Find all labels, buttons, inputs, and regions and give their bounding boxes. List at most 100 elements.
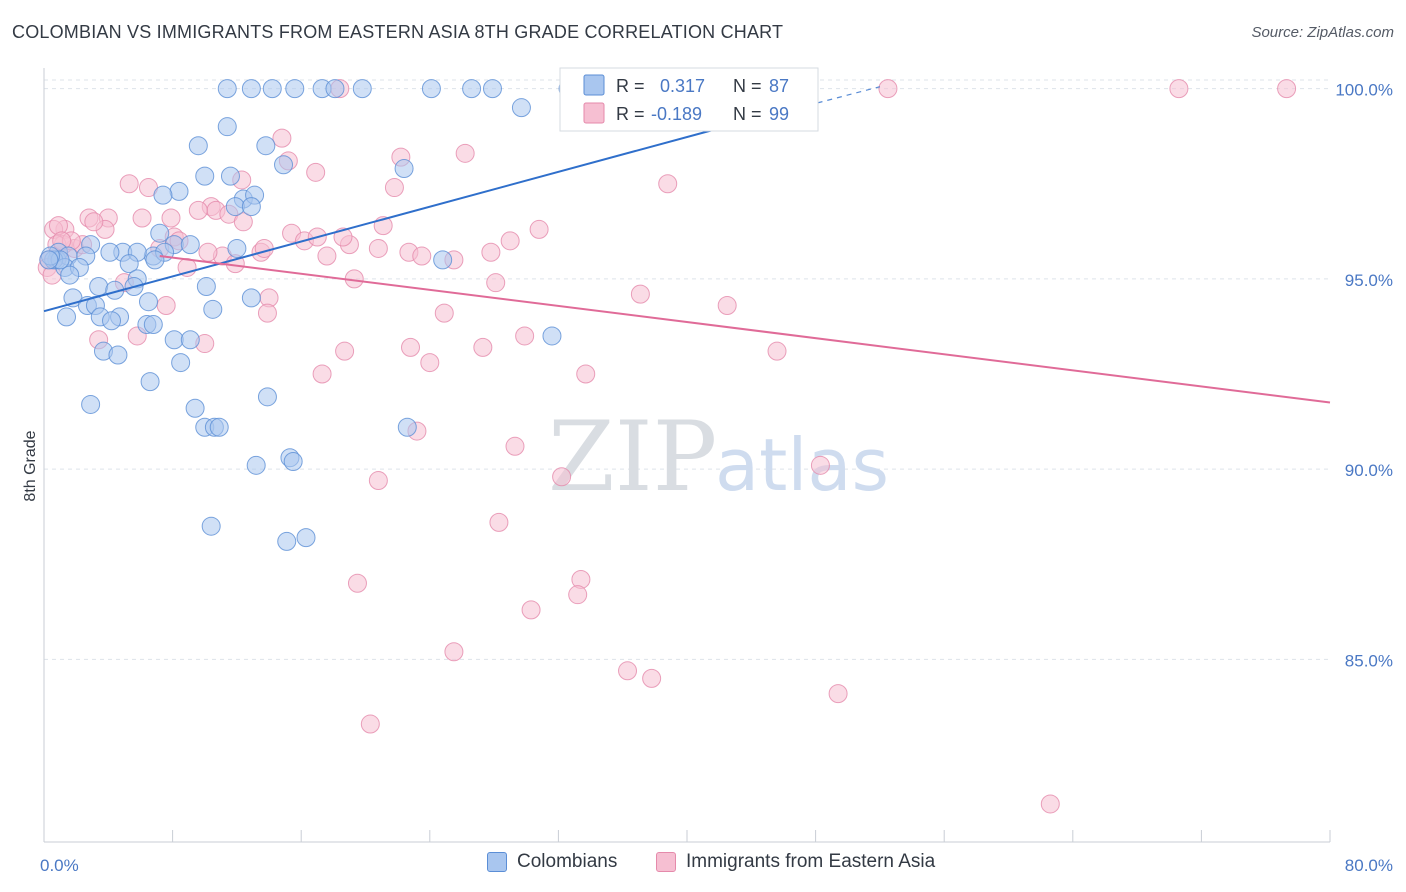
point-eastern-asia <box>272 128 292 148</box>
point-colombians <box>188 136 208 156</box>
point-colombians <box>201 516 221 536</box>
y-tick-label: 85.0% <box>1345 651 1393 670</box>
point-eastern-asia <box>384 178 404 198</box>
point-colombians <box>246 455 266 475</box>
bottom-legend-label: Colombians <box>517 851 618 872</box>
watermark: ZIP atlas <box>548 401 889 513</box>
bottom-legend: Colombians Immigrants from Eastern Asia <box>0 851 1406 879</box>
point-colombians <box>39 250 59 270</box>
point-colombians <box>542 326 562 346</box>
point-colombians <box>169 181 189 201</box>
point-eastern-asia <box>576 364 596 384</box>
point-eastern-asia <box>360 714 380 734</box>
point-eastern-asia <box>198 242 218 262</box>
legend-r-value: 0.317 <box>660 76 705 96</box>
point-eastern-asia <box>878 79 898 99</box>
watermark-atlas: atlas <box>715 423 889 507</box>
point-eastern-asia <box>1277 79 1297 99</box>
gridlines <box>44 79 1330 660</box>
point-eastern-asia <box>486 273 506 293</box>
point-colombians <box>241 288 261 308</box>
point-colombians <box>164 330 184 350</box>
point-colombians <box>220 166 240 186</box>
legend: R = 0.317 N = 87 R = -0.189 N = 99 <box>559 67 819 132</box>
point-colombians <box>256 136 276 156</box>
point-eastern-asia <box>156 296 176 316</box>
legend-swatch-colombians <box>487 852 507 872</box>
point-eastern-asia <box>505 436 525 456</box>
point-eastern-asia <box>257 303 277 323</box>
point-colombians <box>482 79 502 99</box>
point-colombians <box>262 79 282 99</box>
point-eastern-asia <box>317 246 337 266</box>
point-colombians <box>462 79 482 99</box>
point-colombians <box>227 238 247 258</box>
bottom-legend-item-colombians: Colombians <box>487 851 617 873</box>
point-eastern-asia <box>481 242 501 262</box>
legend-n-label: N = <box>733 104 762 124</box>
legend-r-value: -0.189 <box>651 104 702 124</box>
point-colombians <box>283 452 303 472</box>
point-eastern-asia <box>335 341 355 361</box>
point-eastern-asia <box>515 326 535 346</box>
point-colombians <box>180 235 200 255</box>
point-colombians <box>140 372 160 392</box>
legend-n-value: 99 <box>769 104 789 124</box>
y-tick-label: 100.0% <box>1335 81 1393 100</box>
point-colombians <box>60 265 80 285</box>
source-note: Source: ZipAtlas.com <box>1251 24 1394 41</box>
point-colombians <box>81 394 101 414</box>
point-eastern-asia <box>312 364 332 384</box>
point-colombians <box>195 166 215 186</box>
point-colombians <box>394 159 414 179</box>
point-colombians <box>145 250 165 270</box>
point-eastern-asia <box>420 353 440 373</box>
point-eastern-asia <box>828 684 848 704</box>
legend-n-label: N = <box>733 76 762 96</box>
point-eastern-asia <box>401 337 421 357</box>
point-colombians <box>100 242 120 262</box>
legend-swatch-colombians <box>583 74 605 96</box>
point-colombians <box>257 387 277 407</box>
point-eastern-asia <box>618 661 638 681</box>
point-eastern-asia <box>444 642 464 662</box>
point-eastern-asia <box>233 212 253 232</box>
point-eastern-asia <box>717 296 737 316</box>
legend-r-label: R = <box>616 76 645 96</box>
point-eastern-asia <box>473 337 493 357</box>
point-colombians <box>225 197 245 217</box>
point-eastern-asia <box>642 668 662 688</box>
point-eastern-asia <box>1169 79 1189 99</box>
legend-swatch-eastern-asia <box>656 852 676 872</box>
point-eastern-asia <box>521 600 541 620</box>
point-colombians <box>241 197 261 217</box>
chart-title: COLOMBIAN VS IMMIGRANTS FROM EASTERN ASI… <box>12 22 784 42</box>
point-eastern-asia <box>810 455 830 475</box>
point-colombians <box>171 353 191 373</box>
point-colombians <box>102 311 122 331</box>
point-eastern-asia <box>455 143 475 163</box>
point-eastern-asia <box>306 162 326 182</box>
point-colombians <box>217 117 237 137</box>
legend-n-value: 87 <box>769 76 789 96</box>
watermark-zip: ZIP <box>548 401 717 513</box>
point-eastern-asia <box>767 341 787 361</box>
point-colombians <box>511 98 531 118</box>
axes <box>43 68 1331 843</box>
trend-lines <box>43 86 1331 404</box>
point-colombians <box>138 292 158 312</box>
point-colombians <box>325 79 345 99</box>
point-colombians <box>108 345 128 365</box>
point-eastern-asia <box>161 208 181 228</box>
point-colombians <box>203 299 223 319</box>
series-colombians-points <box>39 79 593 551</box>
bottom-legend-item-eastern-asia: Immigrants from Eastern Asia <box>656 851 935 873</box>
point-eastern-asia <box>529 219 549 239</box>
point-eastern-asia <box>552 467 572 487</box>
point-colombians <box>89 276 109 296</box>
point-eastern-asia <box>630 284 650 304</box>
point-colombians <box>433 250 453 270</box>
y-tick-label: 95.0% <box>1345 271 1393 290</box>
point-colombians <box>57 307 77 327</box>
point-colombians <box>277 531 297 551</box>
